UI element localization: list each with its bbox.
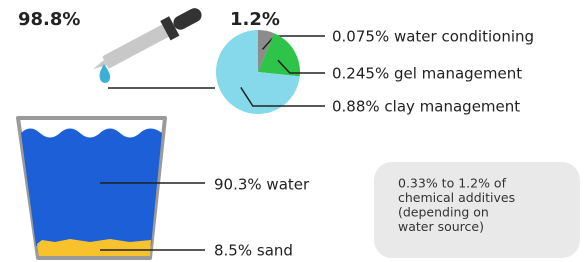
- water: [21, 129, 162, 247]
- additive-share: 1.2%: [230, 9, 280, 30]
- note-line: 0.33% to 1.2% of: [398, 176, 507, 191]
- note-line: (depending on: [398, 205, 489, 220]
- note-line: water source): [398, 219, 484, 234]
- note-line: chemical additives: [398, 190, 515, 205]
- water-share: 98.8%: [18, 9, 80, 30]
- pie-label: 0.075% water conditioning: [332, 28, 534, 46]
- infographic: 98.8% 1.2% 90.3% water 8.5% sand 0.075% …: [0, 0, 585, 262]
- pie-label: 0.245% gel management: [332, 65, 522, 83]
- pie-label: 0.88% clay management: [332, 98, 520, 116]
- water-label: 90.3% water: [214, 176, 310, 194]
- sand-label: 8.5% sand: [214, 242, 293, 260]
